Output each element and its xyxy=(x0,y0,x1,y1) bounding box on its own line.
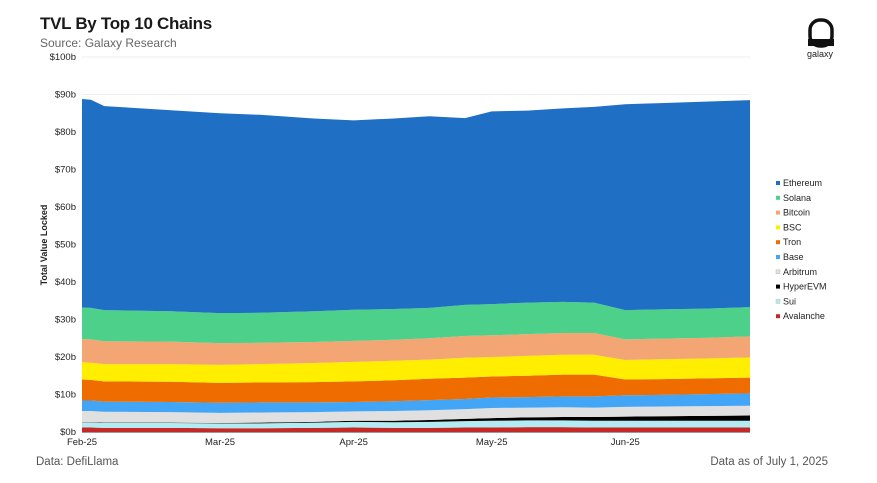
legend-swatch xyxy=(776,314,780,319)
y-tick-label: $0b xyxy=(60,427,76,438)
legend-label: Sui xyxy=(783,296,796,306)
legend-item-base: Base xyxy=(776,252,804,262)
x-axis: Feb-25 Mar-25 Apr-25 May-25 Jun-25 xyxy=(67,432,750,448)
legend-item-tron: Tron xyxy=(776,237,801,247)
area-sui xyxy=(82,420,750,429)
legend-label: Avalanche xyxy=(783,311,825,321)
x-tick-label: May-25 xyxy=(476,437,508,448)
legend-label: BSC xyxy=(783,222,802,232)
y-tick-label: $40b xyxy=(55,277,76,288)
y-tick-label: $100b xyxy=(50,52,76,63)
area-bsc xyxy=(82,354,750,383)
legend-swatch xyxy=(776,284,780,289)
legend-item-hyperevm: HyperEVM xyxy=(776,282,827,292)
x-tick-label: Apr-25 xyxy=(339,437,368,448)
legend-item-bitcoin: Bitcoin xyxy=(776,208,810,218)
legend-swatch xyxy=(776,255,780,259)
legend-swatch xyxy=(776,210,780,215)
stacked-areas xyxy=(82,99,750,432)
legend: Ethereum Solana Bitcoin BSC Tron Base Arbitrum… xyxy=(775,178,827,321)
legend-swatch xyxy=(775,269,781,275)
y-tick-label: $20b xyxy=(55,352,76,363)
legend-label: Ethereum xyxy=(783,178,822,188)
area-solana xyxy=(82,301,750,344)
footer-date-note: Data as of July 1, 2025 xyxy=(710,456,828,468)
y-tick-label: $50b xyxy=(55,240,76,251)
chart-title: TVL By Top 10 Chains xyxy=(40,14,212,33)
x-tick-label: Mar-25 xyxy=(205,437,235,448)
legend-label: HyperEVM xyxy=(783,282,827,292)
footer-data-source: Data: DefiLlama xyxy=(36,456,119,468)
y-tick-label: $30b xyxy=(55,315,76,326)
legend-item-arbitrum: Arbitrum xyxy=(775,267,817,277)
x-tick-label: Feb-25 xyxy=(67,437,97,448)
x-tick-label: Jun-25 xyxy=(611,437,640,448)
chart-subtitle: Source: Galaxy Research xyxy=(40,36,177,50)
legend-swatch xyxy=(775,299,781,304)
area-base xyxy=(82,393,750,413)
legend-label: Arbitrum xyxy=(783,267,817,277)
legend-label: Base xyxy=(783,252,804,262)
legend-label: Solana xyxy=(783,193,811,203)
y-tick-label: $80b xyxy=(55,127,76,138)
legend-item-sui: Sui xyxy=(775,296,796,306)
legend-swatch xyxy=(776,240,780,245)
y-axis-label: Total Value Locked xyxy=(39,205,49,286)
y-tick-label: $90b xyxy=(55,90,76,101)
area-ethereum xyxy=(82,99,750,314)
legend-label: Bitcoin xyxy=(783,208,810,218)
brand-name: galaxy xyxy=(806,49,833,59)
area-hyperevm xyxy=(82,415,750,424)
galaxy-logo-icon xyxy=(806,18,836,53)
legend-item-solana: Solana xyxy=(776,193,811,203)
area-bitcoin xyxy=(82,333,750,365)
legend-item-avalanche: Avalanche xyxy=(776,311,825,321)
legend-swatch xyxy=(776,225,780,230)
legend-label: Tron xyxy=(783,237,801,247)
y-axis: $0b $10b $20b $30b $40b $50b $60b $70b $80b $90b $… xyxy=(50,52,76,438)
legend-item-bsc: BSC xyxy=(776,222,802,232)
y-tick-label: $10b xyxy=(55,390,76,401)
legend-swatch xyxy=(776,195,780,200)
area-avalanche xyxy=(82,427,750,432)
y-tick-label: $70b xyxy=(55,165,76,176)
area-tron xyxy=(82,374,750,403)
legend-item-ethereum: Ethereum xyxy=(776,178,822,188)
y-tick-label: $60b xyxy=(55,202,76,213)
area-arbitrum xyxy=(82,405,750,423)
legend-swatch xyxy=(776,181,780,185)
